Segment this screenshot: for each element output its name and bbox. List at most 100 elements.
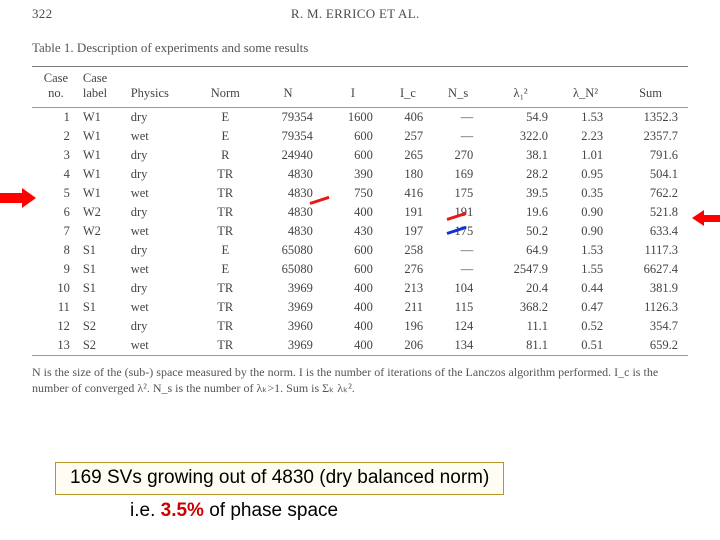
table-cell: 124 <box>433 317 483 336</box>
table-cell: W1 <box>80 127 128 146</box>
table-cell: 416 <box>383 184 433 203</box>
table-cell: 65080 <box>253 241 323 260</box>
table-cell: TR <box>198 222 254 241</box>
table-cell: TR <box>198 203 254 222</box>
table-header-cell: N <box>253 67 323 107</box>
table-cell: 65080 <box>253 260 323 279</box>
table-header-cell: N_s <box>433 67 483 107</box>
table-row: 7W2wetTR483043019717550.20.90633.4 <box>32 222 688 241</box>
table-cell: 81.1 <box>483 336 558 355</box>
table-cell: 7 <box>32 222 80 241</box>
table-footnote: N is the size of the (sub-) space measur… <box>32 364 688 396</box>
table-cell: R <box>198 146 254 165</box>
table-cell: dry <box>128 146 198 165</box>
table-cell: wet <box>128 336 198 355</box>
table-cell: 0.35 <box>558 184 613 203</box>
table-header-cell: I <box>323 67 383 107</box>
table-cell: 3 <box>32 146 80 165</box>
table-cell: — <box>433 241 483 260</box>
table-cell: TR <box>198 317 254 336</box>
table-row: 9S1wetE65080600276—2547.91.556627.4 <box>32 260 688 279</box>
table-cell: 196 <box>383 317 433 336</box>
subnote: i.e. 3.5% of phase space <box>130 500 338 522</box>
table-row: 2W1wetE79354600257—322.02.232357.7 <box>32 127 688 146</box>
table-cell: 10 <box>32 279 80 298</box>
table-cell: W1 <box>80 165 128 184</box>
table-head: Caseno.CaselabelPhysicsNormNII_cN_sλ₁²λ_… <box>32 67 688 107</box>
table-row: 10S1dryTR396940021310420.40.44381.9 <box>32 279 688 298</box>
table-cell: TR <box>198 336 254 355</box>
rule-bottom <box>32 355 688 356</box>
table-cell: E <box>198 260 254 279</box>
callout-box: 169 SVs growing out of 4830 (dry balance… <box>55 462 504 495</box>
table-header-cell: λ₁² <box>483 67 558 107</box>
table-cell: W1 <box>80 184 128 203</box>
table-cell: 20.4 <box>483 279 558 298</box>
table-cell: dry <box>128 203 198 222</box>
table-header-cell: Norm <box>198 67 254 107</box>
table-cell: 390 <box>323 165 383 184</box>
table-cell: 13 <box>32 336 80 355</box>
table-cell: TR <box>198 279 254 298</box>
table-cell: 791.6 <box>613 146 688 165</box>
table-cell: 191 <box>433 203 483 222</box>
table-cell: 276 <box>383 260 433 279</box>
table-cell: S1 <box>80 279 128 298</box>
page-number: 322 <box>32 6 52 22</box>
table-cell: 19.6 <box>483 203 558 222</box>
table-cell: 354.7 <box>613 317 688 336</box>
table-cell: 381.9 <box>613 279 688 298</box>
table-cell: 28.2 <box>483 165 558 184</box>
table-cell: S1 <box>80 260 128 279</box>
table-cell: 213 <box>383 279 433 298</box>
table-cell: 11 <box>32 298 80 317</box>
table-cell: 1.01 <box>558 146 613 165</box>
table-cell: 600 <box>323 146 383 165</box>
table-cell: wet <box>128 184 198 203</box>
arrow-right-icon <box>692 210 720 226</box>
table-cell: dry <box>128 317 198 336</box>
results-table: Caseno.CaselabelPhysicsNormNII_cN_sλ₁²λ_… <box>32 67 688 355</box>
table-cell: 3960 <box>253 317 323 336</box>
table-cell: 11.1 <box>483 317 558 336</box>
table-cell: 257 <box>383 127 433 146</box>
table-header-cell: Caseno. <box>32 67 80 107</box>
table-cell: 400 <box>323 203 383 222</box>
table-cell: 270 <box>433 146 483 165</box>
table-cell: 600 <box>323 127 383 146</box>
table-cell: S1 <box>80 298 128 317</box>
table-cell: S2 <box>80 317 128 336</box>
table-cell: 521.8 <box>613 203 688 222</box>
table-cell: 50.2 <box>483 222 558 241</box>
table-cell: 0.90 <box>558 222 613 241</box>
table-cell: TR <box>198 184 254 203</box>
table-cell: S2 <box>80 336 128 355</box>
table-cell: 2 <box>32 127 80 146</box>
table-cell: 4830 <box>253 222 323 241</box>
table-cell: 2547.9 <box>483 260 558 279</box>
subnote-percent: 3.5% <box>161 500 204 521</box>
table-cell: E <box>198 108 254 127</box>
running-header: 322 R. M. ERRICO ET AL. <box>32 6 688 22</box>
table-cell: 1600 <box>323 108 383 127</box>
table-cell: dry <box>128 108 198 127</box>
table-cell: 197 <box>383 222 433 241</box>
table-cell: 54.9 <box>483 108 558 127</box>
table-cell: 2.23 <box>558 127 613 146</box>
table-cell: wet <box>128 127 198 146</box>
table-cell: 3969 <box>253 336 323 355</box>
table-header-cell: Caselabel <box>80 67 128 107</box>
table-cell: 6627.4 <box>613 260 688 279</box>
table-cell: TR <box>198 298 254 317</box>
table-cell: 134 <box>433 336 483 355</box>
table-cell: 400 <box>323 298 383 317</box>
table-cell: 2357.7 <box>613 127 688 146</box>
table-caption: Table 1. Description of experiments and … <box>32 40 688 56</box>
table-cell: 24940 <box>253 146 323 165</box>
table-cell: 9 <box>32 260 80 279</box>
table-row: 11S1wetTR3969400211115368.20.471126.3 <box>32 298 688 317</box>
table-cell: 104 <box>433 279 483 298</box>
table-cell: 406 <box>383 108 433 127</box>
table-cell: 1126.3 <box>613 298 688 317</box>
table-header-cell: Physics <box>128 67 198 107</box>
